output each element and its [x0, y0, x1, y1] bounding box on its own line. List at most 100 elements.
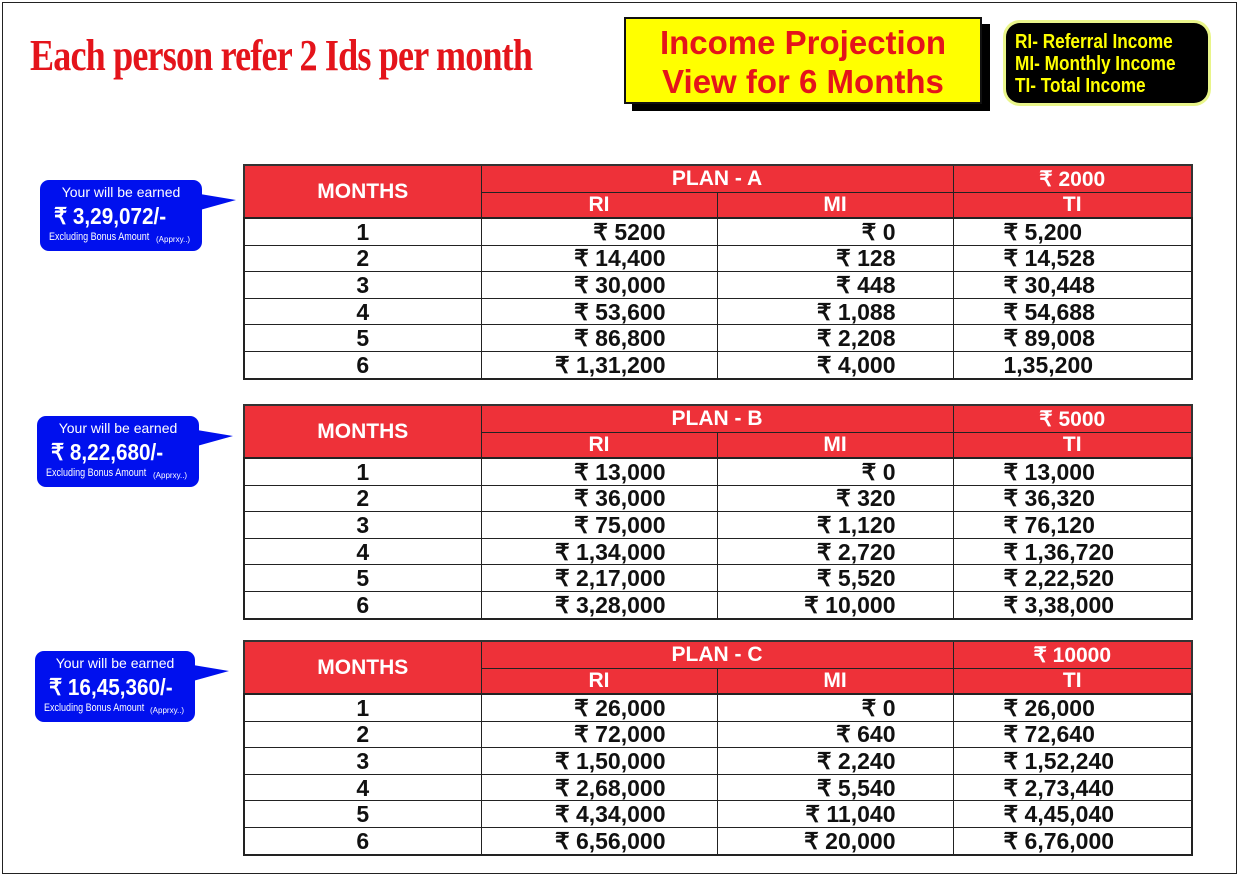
table-row: 4 ₹ 53,600 ₹ 1,088 ₹ 54,688: [243, 297, 1193, 326]
mi-cell: ₹ 11,040: [716, 800, 954, 828]
ti-header: TI: [952, 668, 1193, 695]
callout-amount: ₹ 3,29,072/-: [54, 203, 167, 229]
plan-name: PLAN - C: [480, 640, 954, 669]
callout-plan-a: Your will be earned ₹ 3,29,072/- Excludi…: [40, 180, 236, 251]
ti-cell: ₹ 36,320: [952, 484, 1193, 513]
month-cell: 4: [243, 297, 482, 326]
legend-ri: RI- Referral Income: [1015, 31, 1173, 53]
plan-price: ₹ 2000: [952, 164, 1193, 193]
table-row: 5 ₹ 4,34,000 ₹ 11,040 ₹ 4,45,040: [243, 800, 1193, 828]
table-row: 6 ₹ 1,31,200 ₹ 4,000 1,35,200: [243, 350, 1193, 380]
month-cell: 5: [243, 800, 482, 828]
ri-cell: ₹ 75,000: [480, 511, 718, 539]
table-row: 5 ₹ 2,17,000 ₹ 5,520 ₹ 2,22,520: [243, 564, 1193, 592]
ri-cell: ₹ 86,800: [480, 324, 718, 352]
ri-header: RI: [480, 192, 718, 219]
projection-title-line-2: View for 6 Months: [662, 63, 944, 100]
callout-approx: (Apprxy..): [153, 471, 188, 480]
ri-cell: ₹ 3,28,000: [480, 590, 718, 620]
ri-cell: ₹ 2,68,000: [480, 773, 718, 802]
mi-cell: ₹ 128: [716, 244, 954, 273]
month-cell: 6: [243, 826, 482, 856]
month-cell: 6: [243, 590, 482, 620]
ti-cell: ₹ 54,688: [952, 297, 1193, 326]
plan-price: ₹ 5000: [952, 404, 1193, 433]
mi-cell: ₹ 320: [716, 484, 954, 513]
mi-cell: ₹ 640: [716, 720, 954, 749]
table-row: 3 ₹ 1,50,000 ₹ 2,240 ₹ 1,52,240: [243, 747, 1193, 775]
table-row: 2 ₹ 72,000 ₹ 640 ₹ 72,640: [243, 720, 1193, 749]
month-cell: 1: [243, 693, 482, 722]
month-cell: 6: [243, 350, 482, 380]
month-cell: 4: [243, 773, 482, 802]
table-row: 3 ₹ 30,000 ₹ 448 ₹ 30,448: [243, 271, 1193, 299]
ti-cell: ₹ 2,22,520: [952, 564, 1193, 592]
legend-mi: MI- Monthly Income: [1015, 53, 1176, 75]
callout-plan-b: Your will be earned ₹ 8,22,680/- Excludi…: [37, 416, 233, 487]
ti-header: TI: [952, 432, 1193, 459]
mi-cell: ₹ 10,000: [716, 590, 954, 620]
legend-ti: TI- Total Income: [1015, 75, 1146, 97]
callout-note: Excluding Bonus Amount: [46, 467, 147, 479]
mi-cell: ₹ 0: [716, 217, 954, 246]
ti-cell: ₹ 4,45,040: [952, 800, 1193, 828]
month-cell: 2: [243, 484, 482, 513]
ti-cell: ₹ 5,200: [952, 217, 1193, 246]
callout-approx: (Apprxy..): [150, 706, 185, 715]
mi-cell: ₹ 2,240: [716, 747, 954, 775]
ti-cell: ₹ 6,76,000: [952, 826, 1193, 856]
table-row: 1 ₹ 5200 ₹ 0 ₹ 5,200: [243, 217, 1193, 246]
plan-c-table: MONTHS PLAN - C ₹ 10000 RI MI TI 1 ₹ 26,0…: [243, 640, 1193, 856]
mi-cell: ₹ 5,540: [716, 773, 954, 802]
table-row: 6 ₹ 6,56,000 ₹ 20,000 ₹ 6,76,000: [243, 826, 1193, 856]
ri-cell: ₹ 53,600: [480, 297, 718, 326]
projection-title-line-1: Income Projection: [659, 24, 947, 61]
mi-cell: ₹ 0: [716, 693, 954, 722]
ti-cell: ₹ 30,448: [952, 271, 1193, 299]
mi-cell: ₹ 4,000: [716, 350, 954, 380]
ri-cell: ₹ 14,400: [480, 244, 718, 273]
plan-name: PLAN - B: [480, 404, 954, 433]
months-header: MONTHS: [243, 640, 482, 695]
plan-price: ₹ 10000: [952, 640, 1193, 669]
ri-cell: ₹ 13,000: [480, 457, 718, 486]
page-headline: Each person refer 2 Ids per month: [30, 31, 533, 80]
ti-cell: 1,35,200: [952, 350, 1193, 380]
mi-cell: ₹ 5,520: [716, 564, 954, 592]
month-cell: 3: [243, 747, 482, 775]
month-cell: 5: [243, 324, 482, 352]
plan-a-table: MONTHS PLAN - A ₹ 2000 RI MI TI 1 ₹ 5200 ₹…: [243, 164, 1193, 380]
month-cell: 2: [243, 720, 482, 749]
ri-cell: ₹ 72,000: [480, 720, 718, 749]
callout-amount: ₹ 16,45,360/-: [49, 674, 173, 700]
callout-label: Your will be earned: [58, 420, 178, 436]
callout-label: Your will be earned: [55, 655, 175, 671]
month-cell: 2: [243, 244, 482, 273]
month-cell: 5: [243, 564, 482, 592]
callout-note: Excluding Bonus Amount: [44, 702, 145, 714]
ri-cell: ₹ 2,17,000: [480, 564, 718, 592]
table-row: 2 ₹ 14,400 ₹ 128 ₹ 14,528: [243, 244, 1193, 273]
table-row: 5 ₹ 86,800 ₹ 2,208 ₹ 89,008: [243, 324, 1193, 352]
ri-cell: ₹ 4,34,000: [480, 800, 718, 828]
table-row: 4 ₹ 2,68,000 ₹ 5,540 ₹ 2,73,440: [243, 773, 1193, 802]
plan-name: PLAN - A: [480, 164, 954, 193]
month-cell: 3: [243, 271, 482, 299]
table-row: 4 ₹ 1,34,000 ₹ 2,720 ₹ 1,36,720: [243, 537, 1193, 566]
callout-approx: (Apprxy..): [156, 235, 191, 244]
ri-cell: ₹ 1,34,000: [480, 537, 718, 566]
ti-cell: ₹ 1,52,240: [952, 747, 1193, 775]
month-cell: 4: [243, 537, 482, 566]
ri-header: RI: [480, 668, 718, 695]
callout-label: Your will be earned: [61, 184, 181, 200]
ti-header: TI: [952, 192, 1193, 219]
mi-cell: ₹ 448: [716, 271, 954, 299]
month-cell: 1: [243, 457, 482, 486]
mi-cell: ₹ 1,120: [716, 511, 954, 539]
ri-cell: ₹ 1,50,000: [480, 747, 718, 775]
ti-cell: ₹ 14,528: [952, 244, 1193, 273]
ti-cell: ₹ 72,640: [952, 720, 1193, 749]
mi-cell: ₹ 20,000: [716, 826, 954, 856]
ti-cell: ₹ 26,000: [952, 693, 1193, 722]
